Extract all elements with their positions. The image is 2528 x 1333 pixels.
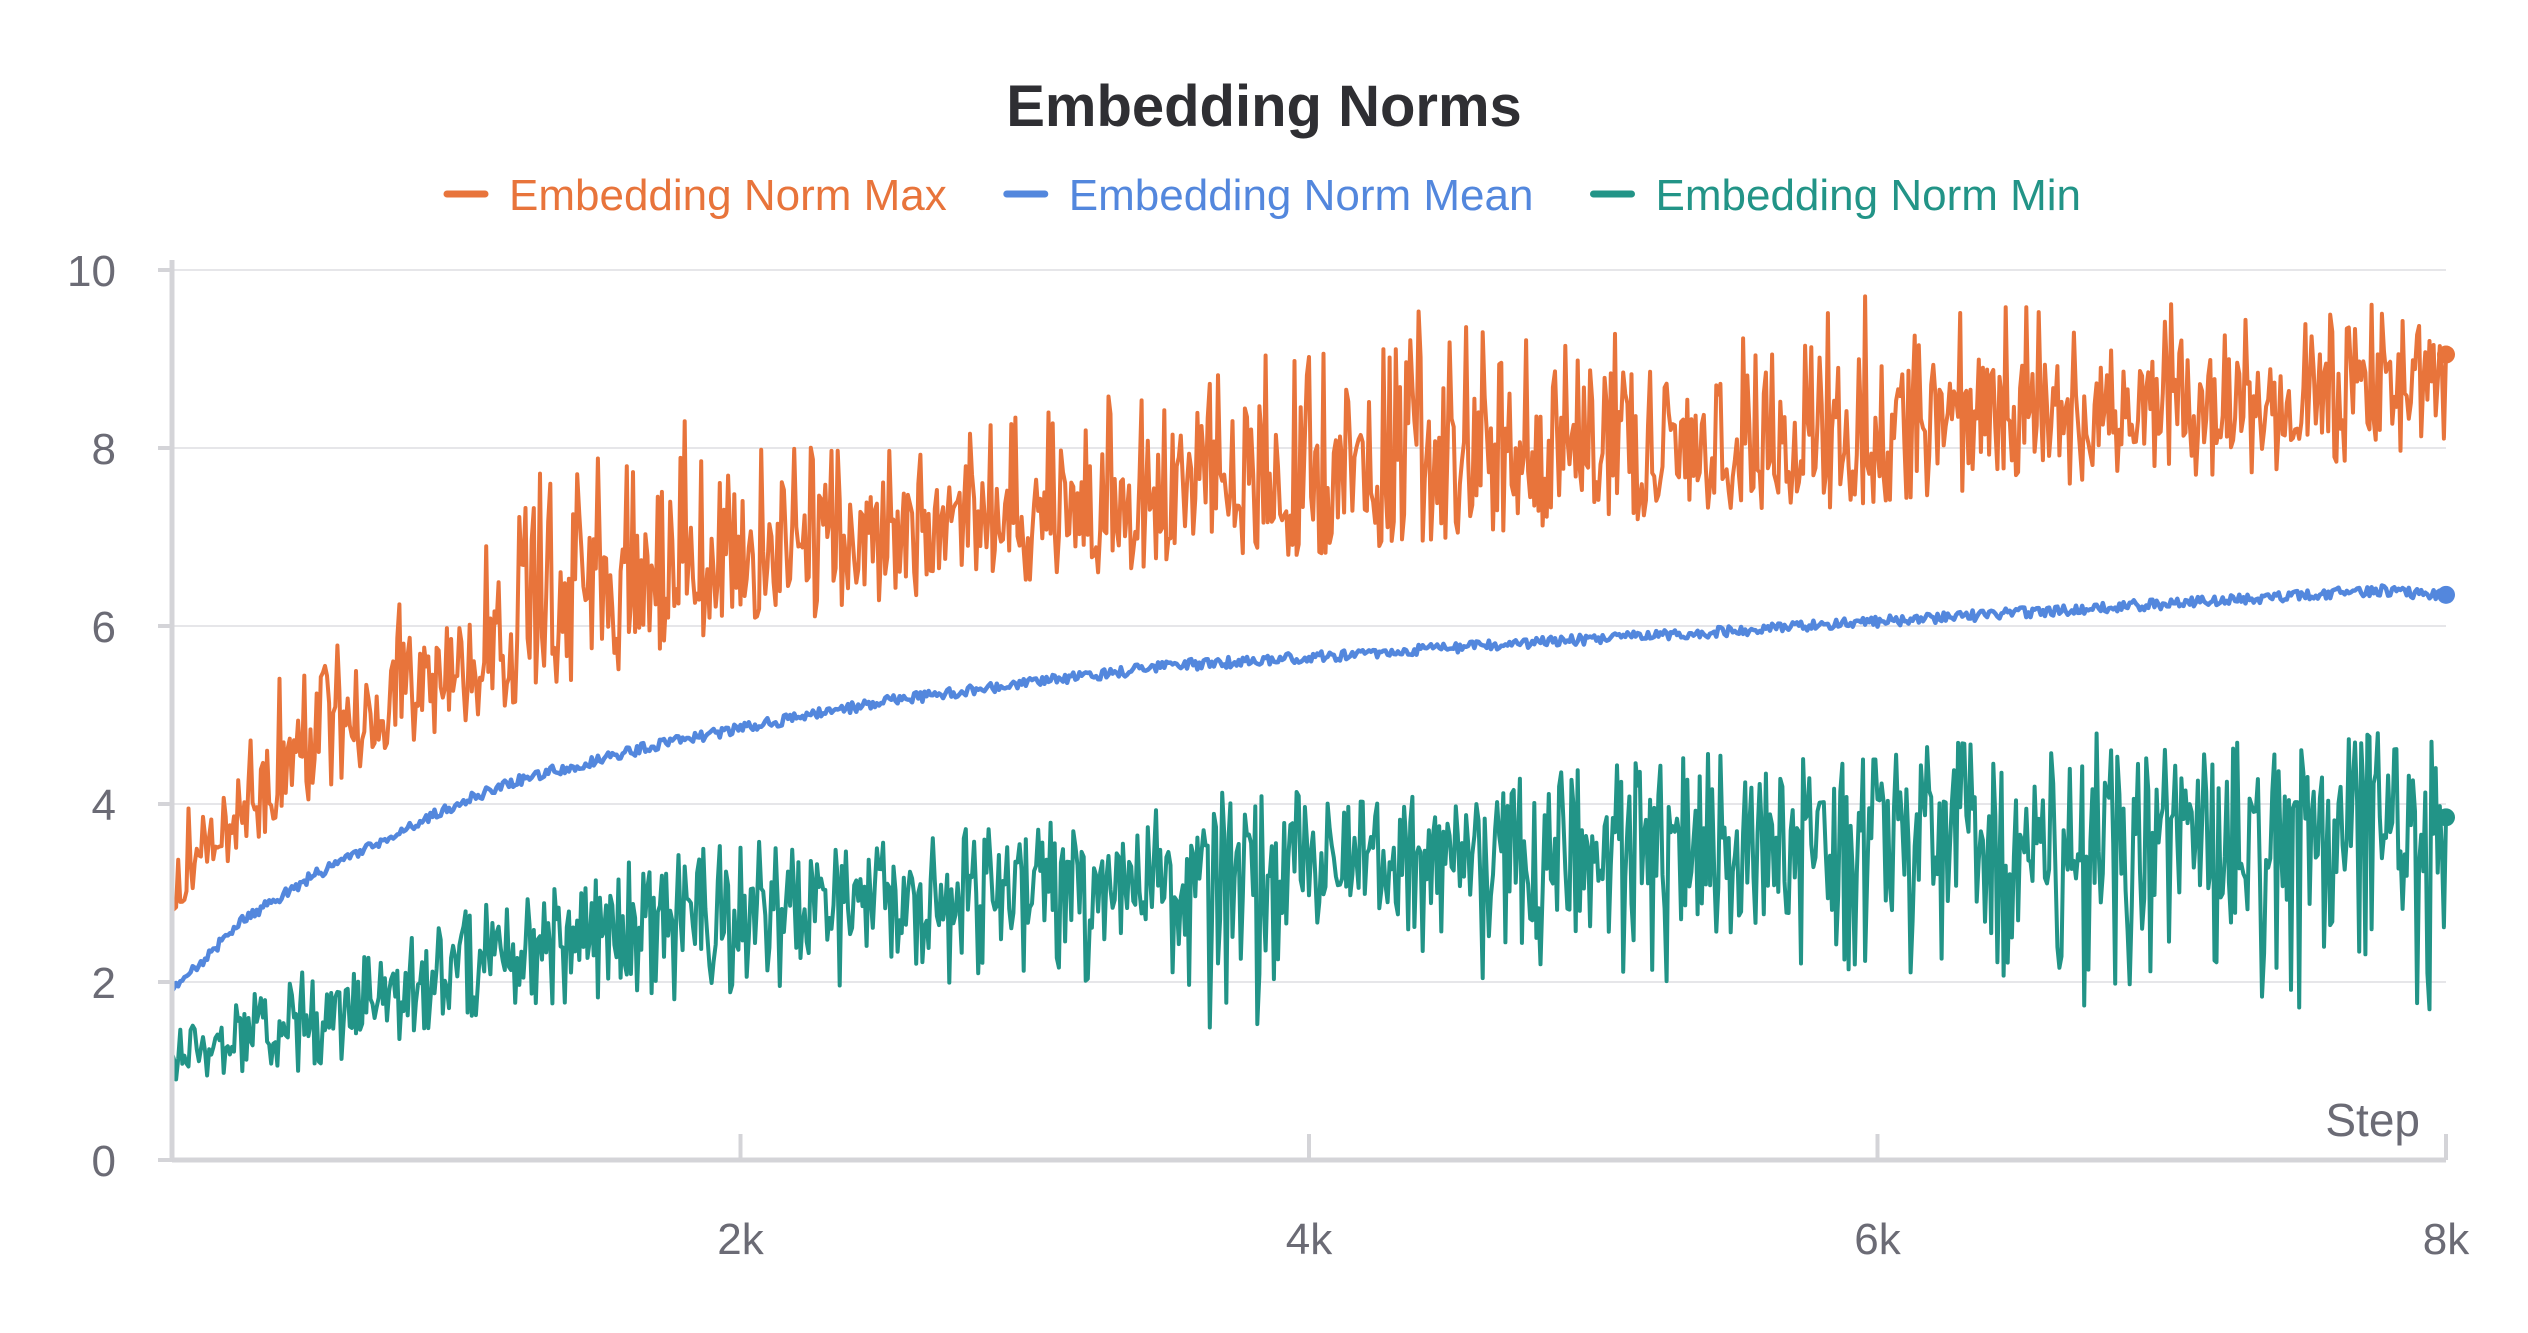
series-line-0: [170, 294, 2448, 913]
axes: 0 2 4 6 8 10 2k 4k 6k 8k: [67, 247, 2470, 1264]
legend-item-1[interactable]: Embedding Norm Mean: [1003, 171, 1534, 220]
y-tick-label-4: 8: [92, 425, 116, 474]
y-tick-label-2: 4: [92, 781, 116, 830]
series-endpoint-0: [2437, 345, 2455, 364]
series-line-1: [169, 583, 2449, 994]
legend-item-2[interactable]: Embedding Norm Min: [1590, 171, 2082, 220]
legend-label-1: Embedding Norm Mean: [1069, 171, 1534, 220]
series-endpoint-2: [2437, 808, 2455, 827]
x-tick-label-0: 2k: [717, 1215, 764, 1264]
legend-label-0: Embedding Norm Max: [509, 171, 947, 220]
y-tick-label-1: 2: [92, 959, 116, 1008]
y-tick-label-3: 6: [92, 603, 116, 652]
x-tick-label-3: 8k: [2423, 1215, 2470, 1264]
legend-label-2: Embedding Norm Min: [1656, 171, 2082, 220]
series-lines: [169, 294, 2455, 1082]
y-tick-label-0: 0: [92, 1137, 116, 1186]
chart-title: Embedding Norms: [1006, 74, 1522, 139]
x-tick-label-1: 4k: [1286, 1215, 1333, 1264]
series-line-2: [170, 731, 2448, 1082]
legend: Embedding Norm Max Embedding Norm Mean Emb…: [443, 171, 2082, 220]
x-axis-title: Step: [2325, 1094, 2420, 1146]
y-tick-label-5: 10: [67, 247, 116, 296]
x-tick-label-2: 6k: [1854, 1215, 1901, 1264]
series-endpoint-1: [2437, 585, 2455, 604]
legend-item-0[interactable]: Embedding Norm Max: [443, 171, 947, 220]
